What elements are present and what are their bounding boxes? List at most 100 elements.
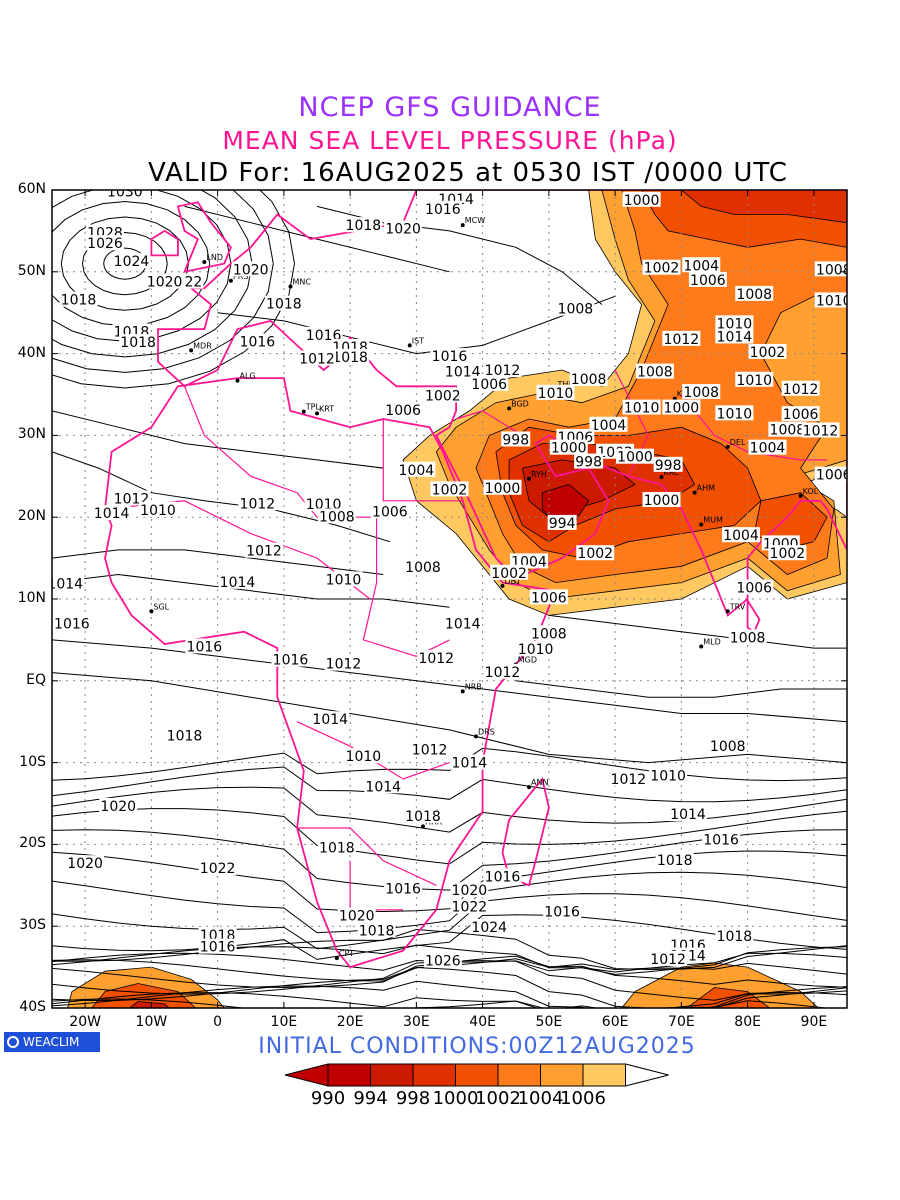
isobar <box>52 944 847 975</box>
coastline <box>176 201 232 274</box>
station-dot <box>189 348 194 353</box>
isobar-label: 1018 <box>120 335 156 351</box>
isobar-label: 1002 <box>750 345 786 361</box>
station-label: MUM <box>703 516 723 525</box>
isobar-label: 1008 <box>531 626 567 642</box>
station-label: MNC <box>293 278 312 287</box>
isobar-label-bg <box>86 235 124 251</box>
isobar-label: 1030 <box>107 185 143 201</box>
isobar-label: 1010 <box>717 406 753 422</box>
isobar-label: 1012 <box>803 423 839 439</box>
station-dot <box>798 493 803 498</box>
isobar-label-bg <box>483 361 522 377</box>
isobar <box>103 247 147 280</box>
isobar-label-bg <box>59 291 98 307</box>
isobar-label-bg <box>304 496 343 512</box>
isobar-label-bg <box>238 495 277 511</box>
station-dot <box>301 409 306 414</box>
isobar-label: 1006 <box>372 504 408 520</box>
colorbar-level-label: 998 <box>395 1088 431 1109</box>
isobar-label: 1010 <box>538 386 574 402</box>
isobar-label: 1018 <box>167 729 203 745</box>
isobar-label-bg <box>66 855 105 871</box>
isobar-label-bg <box>139 501 177 517</box>
isobar-label-bg <box>470 375 509 391</box>
logo-text: WEACLIM <box>23 1035 80 1049</box>
station-label: IST <box>412 336 424 345</box>
isobar-label: 1002 <box>432 482 468 498</box>
isobar <box>52 928 847 971</box>
station-label: MLD <box>703 637 721 646</box>
isobar <box>52 451 391 543</box>
isobar-label-bg <box>510 553 548 569</box>
isobar-label-bg <box>814 292 847 308</box>
isobar-label: 1016 <box>544 904 580 920</box>
isobar-label-bg <box>642 259 681 275</box>
isobar-label-bg <box>814 466 847 482</box>
isobar-label-bg <box>317 839 356 855</box>
isobar-label: 1014 <box>220 575 256 591</box>
isobar-label: 1014 <box>312 712 348 728</box>
isobar-label-bg <box>715 315 754 331</box>
isobar-label-bg <box>662 399 701 415</box>
isobar <box>52 672 847 764</box>
colorbar-level-label: 1006 <box>560 1088 606 1109</box>
colorbar-level-label: 994 <box>353 1088 388 1109</box>
isobar-label: 1008 <box>558 302 594 318</box>
isobar-label-bg <box>450 754 489 770</box>
isobar-label: 1008 <box>730 630 766 646</box>
isobar-label-bg <box>238 333 277 349</box>
isobar-label: 1004 <box>750 441 786 457</box>
isobar-label-bg <box>483 663 522 679</box>
isobar-label-bg <box>669 806 707 822</box>
colorbar-swatch <box>497 1063 541 1087</box>
isobar-label: 1020 <box>452 883 488 899</box>
isobar-label: 1014 <box>94 506 130 522</box>
isobar-label-bg <box>384 880 423 896</box>
isobar-label-bg <box>543 903 582 919</box>
isobar-label-bg <box>516 640 555 656</box>
colorbar-level-label: 1004 <box>517 1088 564 1109</box>
isobar-label-bg <box>715 328 754 344</box>
isobar-label-bg <box>715 405 754 421</box>
isobar <box>52 190 253 358</box>
isobar-label-bg <box>198 938 237 954</box>
country-border <box>382 419 463 502</box>
isobar-label: 1014 <box>670 807 706 823</box>
isobar-label-bg <box>653 456 683 472</box>
isobar-label-bg <box>404 559 442 575</box>
isobar-label-bg <box>662 330 701 346</box>
isobar-label: 1012 <box>418 651 454 667</box>
lon-label: 20E <box>336 1014 364 1030</box>
isobar-label-bg <box>635 363 674 379</box>
isobar-label-bg <box>483 479 522 495</box>
isobar-label: 1000 <box>644 493 680 509</box>
colorbar-swatch <box>370 1063 414 1087</box>
station-label: DBT <box>505 577 522 586</box>
isobar-label-bg <box>112 253 151 269</box>
isobar-label: 1012 <box>326 657 362 673</box>
isobar-label: 1012 <box>246 544 282 560</box>
isobar-label: 1002 <box>577 546 613 562</box>
isobar-label-bg <box>609 770 648 786</box>
isobar <box>52 766 847 803</box>
station-label: NRB <box>465 682 482 691</box>
lon-label: 40E <box>469 1014 496 1030</box>
isobar-label-bg <box>622 399 661 415</box>
isobar-label-bg <box>245 542 283 558</box>
lat-label: 10S <box>19 753 46 770</box>
isobar-label: 1010 <box>736 373 772 389</box>
isobar-label-bg <box>331 348 370 364</box>
station-dot <box>228 278 233 283</box>
isobar-label-bg <box>185 638 224 654</box>
isobar-label: 1012 <box>611 772 647 788</box>
isobar-label-bg <box>337 907 376 923</box>
isobar-label-bg <box>423 200 462 216</box>
circle-logo-icon <box>7 1036 19 1048</box>
isobar-label-bg <box>317 508 356 524</box>
isobar-label-bg <box>655 851 694 867</box>
isobar-label-bg <box>423 952 462 968</box>
isobar-label: 1016 <box>187 639 223 655</box>
station-dot <box>500 583 505 588</box>
